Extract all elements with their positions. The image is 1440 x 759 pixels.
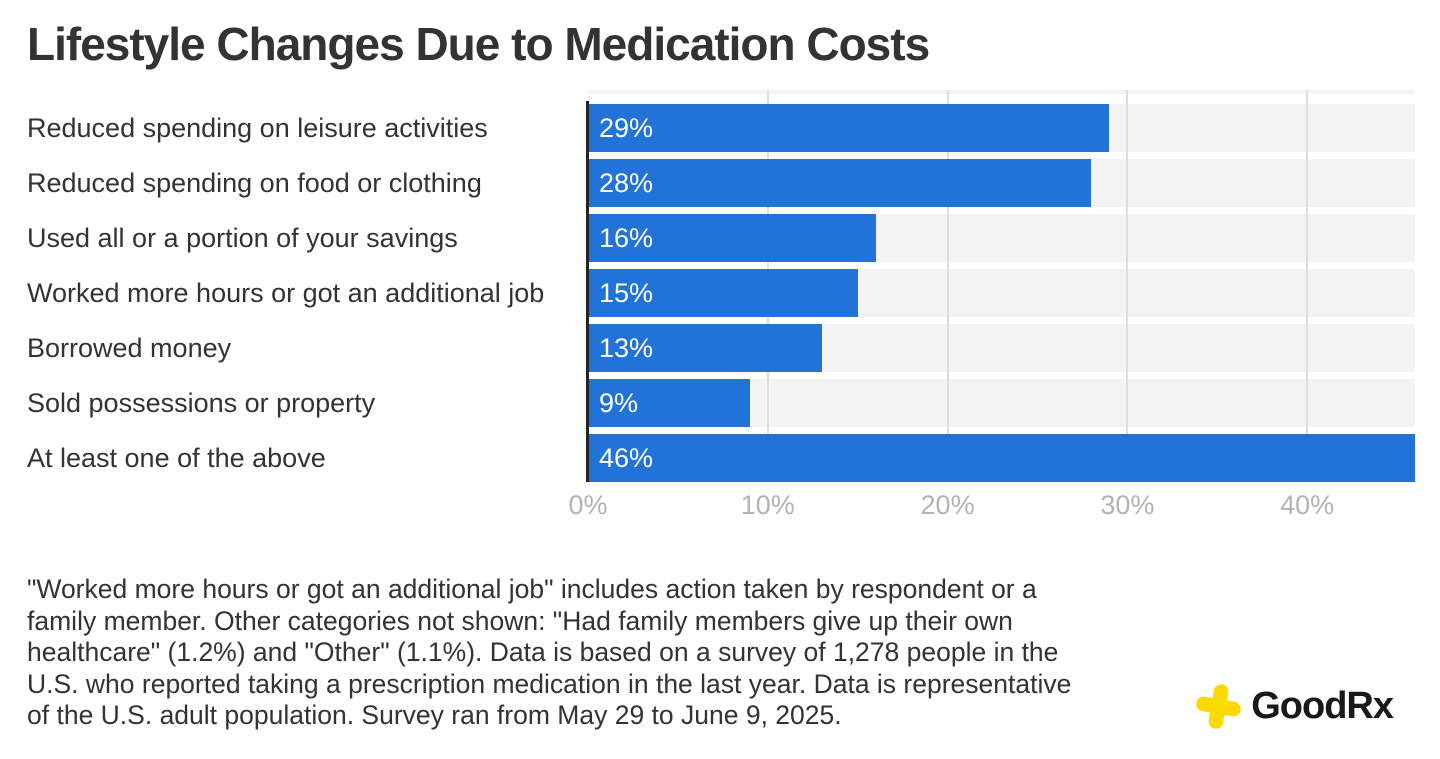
- bar-chart: Reduced spending on leisure activities 2…: [27, 90, 1415, 528]
- category-label: At least one of the above: [27, 442, 326, 473]
- bar-track: 9%: [588, 379, 1415, 427]
- bar-value-label: 28%: [599, 167, 654, 198]
- footnote-line: U.S. who reported taking a prescription …: [27, 668, 1072, 699]
- footnote-line: healthcare" (1.2%) and "Other" (1.1%). D…: [27, 637, 1059, 668]
- bar-row: Borrowed money 13%: [27, 324, 1415, 372]
- bar: 9%: [588, 379, 750, 427]
- bar: 46%: [588, 434, 1415, 482]
- bar-row: Worked more hours or got an additional j…: [27, 269, 1415, 317]
- x-axis-tick-label: 20%: [920, 490, 975, 520]
- category-label: Reduced spending on leisure activities: [27, 112, 488, 143]
- bar: 28%: [588, 159, 1092, 207]
- footnote-line: "Worked more hours or got an additional …: [27, 574, 1037, 604]
- bar-track: 46%: [588, 434, 1415, 482]
- x-axis-tick-label: 30%: [1100, 490, 1155, 520]
- footnote-line: family member. Other categories not show…: [27, 605, 1013, 636]
- goodrx-logo-text: GoodRx: [1251, 685, 1394, 727]
- bar-value-label: 15%: [599, 277, 654, 308]
- bar-value-label: 16%: [599, 222, 654, 253]
- footnote: "Worked more hours or got an additional …: [27, 574, 1415, 732]
- plot-area-top-strip: [588, 90, 1415, 94]
- bar-track: 28%: [588, 159, 1415, 207]
- category-label: Reduced spending on food or clothing: [27, 167, 482, 198]
- category-label: Sold possessions or property: [27, 387, 376, 418]
- bar-row: At least one of the above 46%: [27, 434, 1415, 482]
- x-axis-tick-label: 0%: [568, 490, 608, 520]
- bar-track: 29%: [588, 104, 1415, 152]
- bar-row: Reduced spending on food or clothing 28%: [27, 159, 1415, 207]
- category-label: Used all or a portion of your savings: [27, 222, 458, 253]
- bar-value-label: 46%: [599, 442, 654, 473]
- bar-row: Reduced spending on leisure activities 2…: [27, 104, 1415, 152]
- bar-value-label: 13%: [599, 332, 654, 363]
- bar-track: 13%: [588, 324, 1415, 372]
- bar-value-label: 29%: [599, 112, 654, 143]
- bar: 15%: [588, 269, 858, 317]
- y-axis-line: [586, 101, 589, 482]
- goodrx-cross-icon: [1195, 683, 1242, 730]
- goodrx-logo: GoodRx: [1195, 683, 1394, 730]
- bar-track: 15%: [588, 269, 1415, 317]
- bar: 16%: [588, 214, 876, 262]
- x-axis: 0% 10% 20% 30% 40%: [568, 490, 1415, 528]
- chart-title: Lifestyle Changes Due to Medication Cost…: [27, 18, 930, 70]
- bar-value-label: 9%: [599, 387, 639, 418]
- bar: 13%: [588, 324, 822, 372]
- footnote-line: of the U.S. adult population. Survey ran…: [27, 700, 842, 731]
- bar-row: Used all or a portion of your savings 16…: [27, 214, 1415, 262]
- category-label: Borrowed money: [27, 332, 232, 363]
- category-label: Worked more hours or got an additional j…: [27, 277, 545, 308]
- bar: 29%: [588, 104, 1110, 152]
- x-axis-tick-label: 40%: [1280, 490, 1335, 520]
- bar-track: 16%: [588, 214, 1415, 262]
- x-axis-tick-label: 10%: [740, 490, 795, 520]
- bar-row: Sold possessions or property 9%: [27, 379, 1415, 427]
